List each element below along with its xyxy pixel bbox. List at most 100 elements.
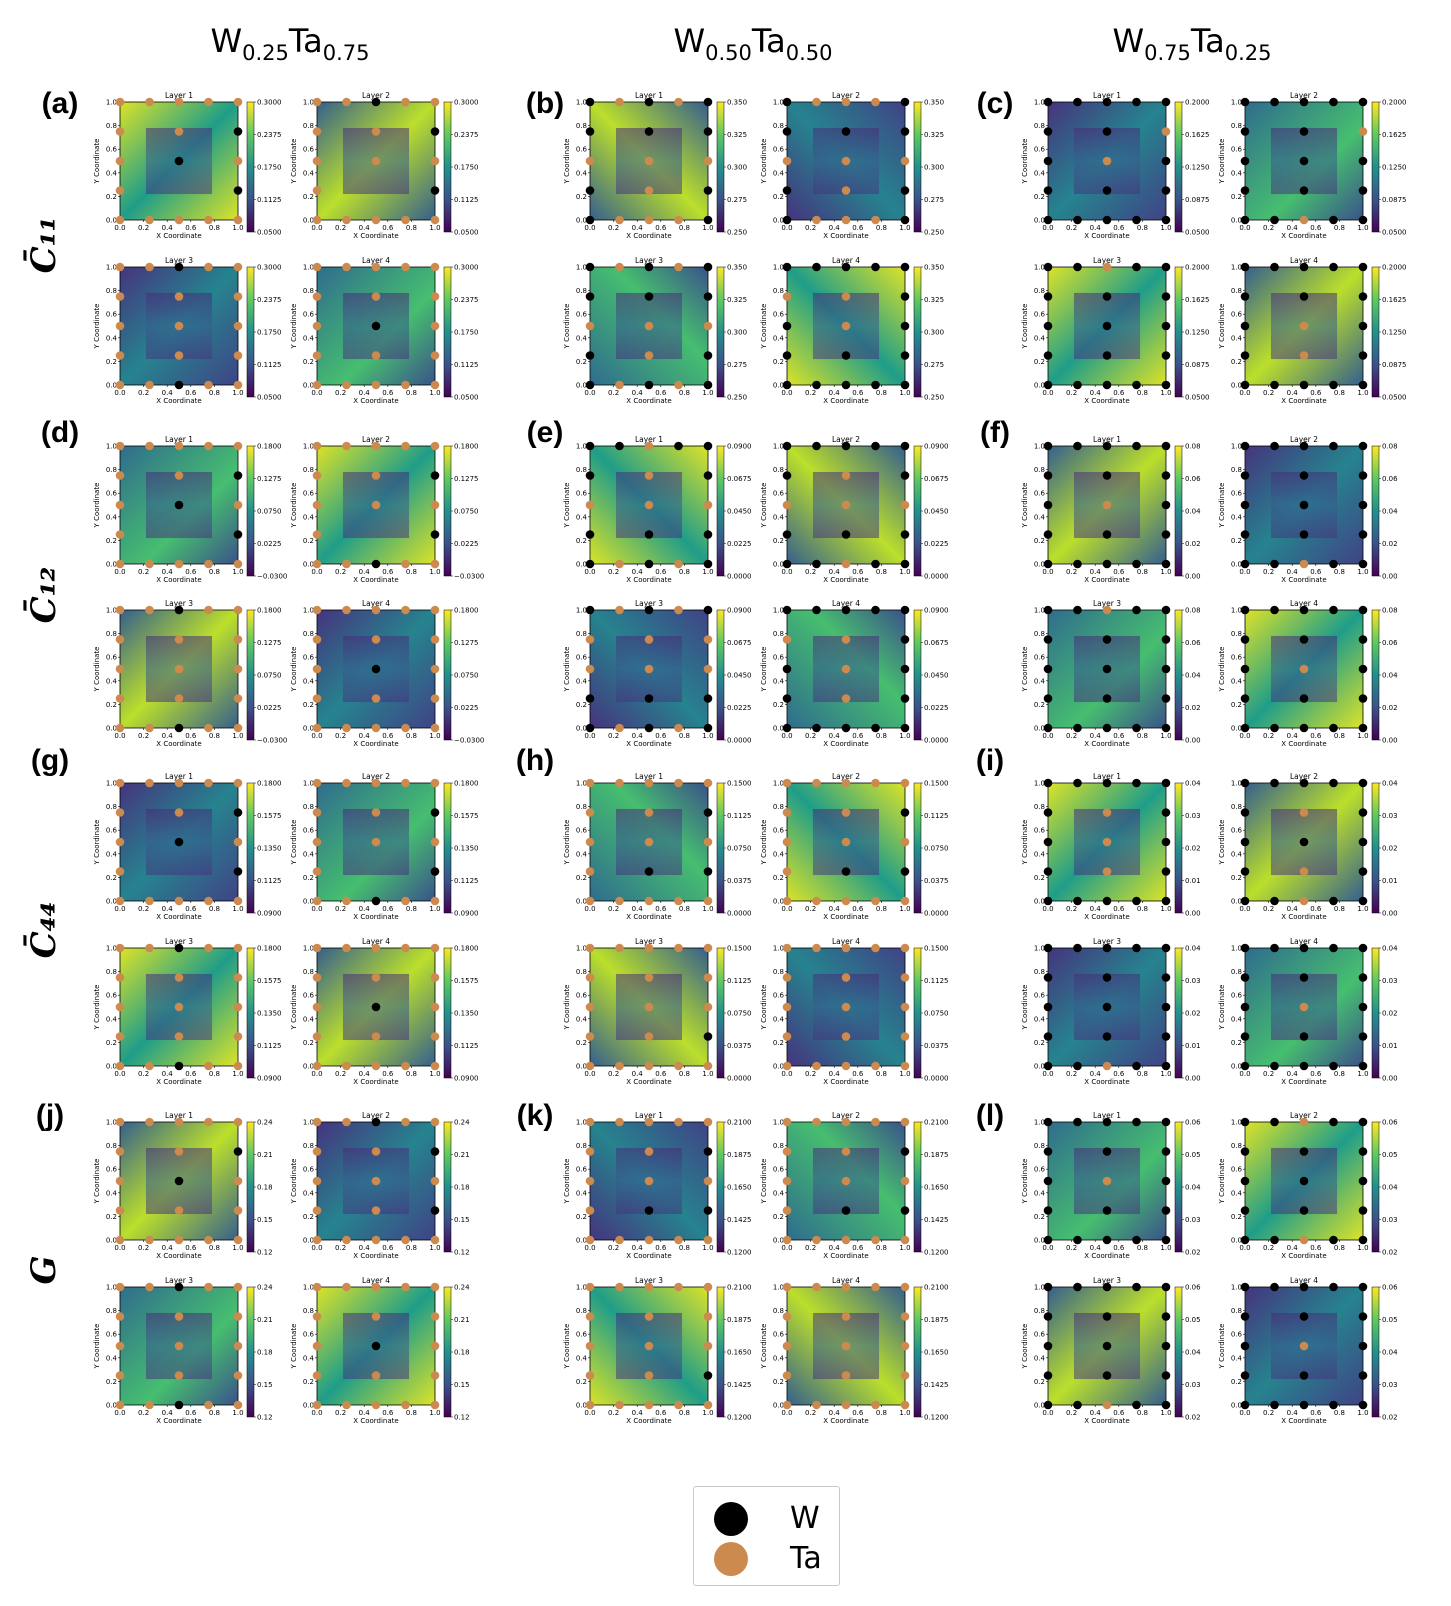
y-tick-label: 1.0	[106, 780, 117, 788]
colorbar-tick-label: 0.04	[1185, 672, 1201, 680]
ta-atom-marker	[312, 694, 322, 703]
colorbar	[913, 947, 922, 1079]
x-axis-label: X Coordinate	[156, 740, 201, 748]
w-atom-marker	[615, 441, 624, 451]
ta-atom-marker	[900, 778, 910, 788]
x-tick-label: 0.0	[114, 389, 125, 397]
w-atom-marker	[1161, 215, 1171, 225]
w-atom-marker	[1161, 896, 1171, 906]
colorbar-tick-label: 0.06	[1185, 1119, 1201, 1127]
colorbar-tick-label: 0.03	[1382, 812, 1398, 820]
x-tick-label: 0.6	[1310, 389, 1322, 397]
y-tick-label: 0.2	[1231, 701, 1242, 709]
ta-atom-marker	[401, 1282, 410, 1292]
ta-atom-marker	[430, 1400, 440, 1410]
w-atom-marker	[1161, 778, 1171, 788]
ta-atom-marker	[371, 1206, 381, 1215]
ta-atom-marker	[312, 262, 322, 272]
ta-atom-marker	[115, 1002, 125, 1012]
y-tick-label: 0.6	[1034, 1331, 1046, 1339]
colorbar-tick-label: 0.0500	[454, 394, 479, 402]
y-tick-label: 0.2	[1231, 1213, 1242, 1221]
w-atom-marker	[1161, 1002, 1171, 1012]
w-atom-marker	[714, 1501, 748, 1536]
w-atom-marker	[233, 808, 243, 817]
ta-atom-marker	[371, 635, 381, 644]
y-tick-label: 1.0	[106, 1119, 117, 1127]
ta-atom-marker	[1299, 896, 1309, 906]
w-atom-marker	[644, 694, 654, 703]
ta-atom-marker	[342, 943, 351, 953]
w-atom-marker	[1270, 943, 1279, 953]
x-tick-label: 1.0	[702, 732, 713, 740]
colorbar-tick-label: 0.3000	[454, 99, 479, 107]
colorbar	[1371, 1286, 1380, 1418]
ta-atom-marker	[841, 1176, 851, 1186]
ta-atom-marker	[174, 1312, 184, 1321]
ta-atom-marker	[401, 215, 410, 225]
y-tick-label: 0.6	[773, 490, 785, 498]
y-tick-label: 0.4	[303, 1354, 315, 1362]
ta-atom-marker	[782, 1341, 792, 1351]
ta-atom-marker	[703, 1341, 713, 1351]
w-atom-marker	[782, 186, 792, 195]
x-tick-label: 0.6	[852, 1409, 864, 1417]
x-tick-label: 0.0	[781, 905, 792, 913]
w-atom-marker	[1132, 943, 1141, 953]
w-atom-marker	[812, 723, 821, 733]
y-tick-label: 0.8	[576, 803, 587, 811]
y-tick-label: 1.0	[576, 780, 587, 788]
w-atom-marker	[1073, 605, 1082, 615]
subplot-title: Layer 1	[165, 91, 193, 100]
x-tick-label: 0.0	[114, 905, 125, 913]
ta-atom-marker	[401, 441, 410, 451]
y-tick-label: 0.2	[303, 537, 314, 545]
ta-atom-marker	[342, 605, 351, 615]
y-tick-label: 0.8	[106, 803, 117, 811]
x-tick-label: 0.0	[1239, 1070, 1250, 1078]
x-tick-label: 1.0	[1160, 1409, 1171, 1417]
ta-atom-marker	[585, 896, 595, 906]
w-atom-marker	[1299, 127, 1309, 136]
y-axis-label: Y Coordinate	[93, 139, 101, 185]
y-tick-label: 0.4	[1034, 850, 1046, 858]
colorbar-tick-label: 0.0750	[727, 845, 752, 853]
colorbar-tick-label: 0.1625	[1185, 296, 1210, 304]
x-axis-label: X Coordinate	[1084, 740, 1129, 748]
ta-atom-marker	[342, 262, 351, 272]
ta-atom-marker	[115, 471, 125, 480]
y-tick-label: 0.6	[576, 1166, 588, 1174]
legend-item-ta: Ta	[714, 1541, 822, 1576]
ta-atom-marker	[703, 1002, 713, 1012]
colorbar-tick-label: 0.0450	[924, 508, 949, 516]
colorbar-tick-label: 0.21	[454, 1151, 470, 1159]
colorbar-tick-label: 0.0375	[727, 877, 752, 885]
y-tick-label: 0.0	[1231, 898, 1242, 906]
w-atom-marker	[1358, 351, 1368, 360]
y-tick-label: 1.0	[773, 945, 784, 953]
y-tick-label: 0.8	[1034, 803, 1045, 811]
colorbar-tick-label: 0.1625	[1382, 131, 1407, 139]
x-tick-label: 0.0	[1239, 905, 1250, 913]
colorbar-tick-label: 0.0900	[727, 607, 752, 615]
y-tick-label: 0.8	[576, 122, 587, 130]
colorbar-tick-label: 0.00	[1185, 1075, 1201, 1083]
column-title: W0.75Ta0.25	[1112, 22, 1271, 65]
x-tick-label: 0.2	[138, 732, 149, 740]
y-tick-label: 0.8	[303, 1307, 314, 1315]
y-tick-label: 1.0	[1034, 780, 1045, 788]
x-axis-label: X Coordinate	[353, 740, 398, 748]
x-tick-label: 0.0	[1042, 1070, 1053, 1078]
ta-atom-marker	[674, 215, 683, 225]
ta-atom-marker	[1102, 1400, 1112, 1410]
ta-atom-marker	[674, 1400, 683, 1410]
y-tick-label: 1.0	[576, 443, 587, 451]
y-tick-label: 0.6	[1231, 490, 1243, 498]
x-tick-label: 0.4	[359, 1244, 371, 1252]
ta-atom-marker	[204, 215, 213, 225]
w-atom-marker	[430, 1206, 440, 1215]
ta-atom-marker	[615, 559, 624, 569]
ta-atom-marker	[841, 1282, 851, 1292]
y-tick-label: 0.2	[303, 1213, 314, 1221]
ta-atom-marker	[674, 380, 683, 390]
